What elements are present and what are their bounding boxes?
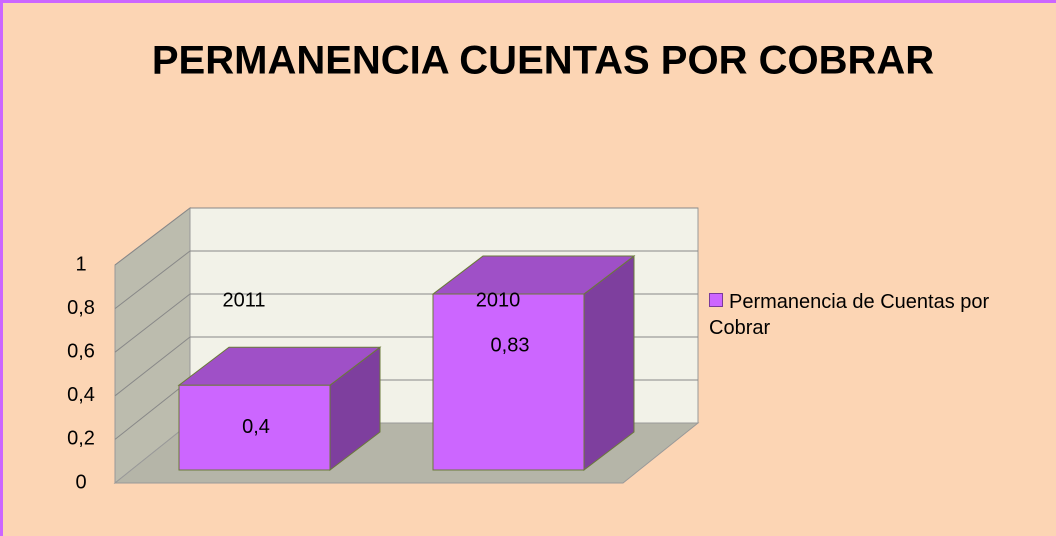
- legend: Permanencia de Cuentas por Cobrar: [709, 289, 1039, 341]
- legend-swatch: [709, 293, 723, 307]
- bar-face: [432, 293, 585, 471]
- value-label: 0,83: [491, 334, 530, 356]
- y-tick-label: 0,2: [67, 428, 95, 450]
- value-label: 0,4: [242, 416, 270, 438]
- chart-title: PERMANENCIA CUENTAS POR COBRAR: [152, 39, 934, 83]
- bar: [431, 255, 636, 472]
- category-label: 2011: [222, 289, 265, 311]
- grid-line: [114, 207, 191, 266]
- y-tick-label: 0: [75, 471, 86, 493]
- plot: PERMANENCIA CUENTAS POR COBRAR 0 0,2 0,4 0,…: [67, 39, 934, 494]
- grid-line: [114, 379, 191, 440]
- y-tick-label: 0,4: [67, 384, 95, 406]
- grid-line: [114, 250, 191, 309]
- grid-line: [114, 336, 191, 397]
- bar-face: [178, 384, 331, 471]
- y-tick-label: 0,6: [67, 340, 95, 362]
- bar: [177, 346, 382, 472]
- category-label: 2010: [476, 289, 521, 311]
- y-tick-label: 1: [75, 253, 86, 275]
- y-tick-label: 0,8: [67, 297, 95, 319]
- grid-line: [114, 293, 191, 353]
- legend-label: Permanencia de Cuentas por Cobrar: [709, 291, 990, 339]
